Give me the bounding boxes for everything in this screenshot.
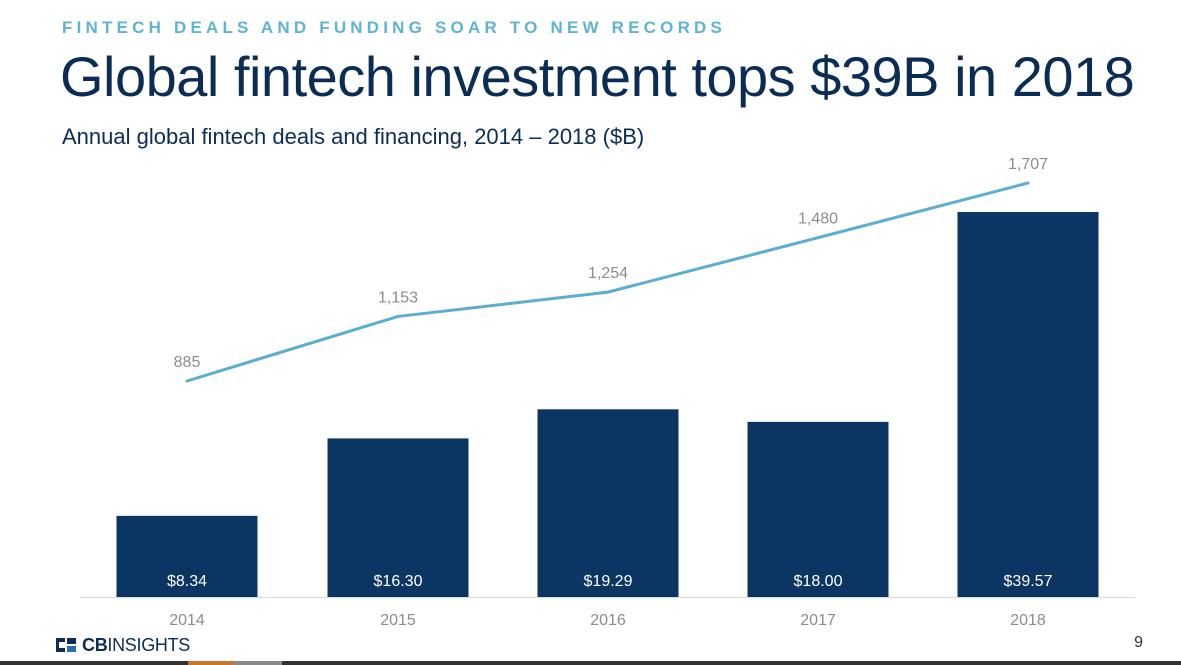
bar-2018	[957, 212, 1099, 597]
page-title: Global fintech investment tops $39B in 2…	[60, 45, 1135, 108]
chart-subtitle: Annual global fintech deals and financin…	[62, 124, 645, 149]
line-label-2018: 1,707	[1008, 156, 1048, 173]
bar-label-2017: $18.00	[794, 573, 843, 590]
bar-2017	[747, 421, 889, 597]
logo-wordmark-bold: CB	[82, 634, 108, 655]
line-label-2014: 885	[174, 354, 201, 371]
kicker-heading: FINTECH DEALS AND FUNDING SOAR TO NEW RE…	[62, 18, 727, 37]
bar-2016	[537, 409, 679, 597]
bar-label-2018: $39.57	[1004, 573, 1053, 590]
bottom-strip	[0, 661, 1181, 665]
x-tick-label-2015: 2015	[380, 612, 416, 629]
logo-wordmark: CBINSIGHTS	[82, 635, 190, 656]
cbinsights-logo-icon	[56, 638, 76, 652]
logo-wordmark-rest: INSIGHTS	[107, 634, 191, 655]
page-number: 9	[1134, 634, 1143, 651]
x-tick-label-2016: 2016	[590, 612, 626, 629]
bar-2015	[327, 438, 469, 597]
x-tick-label-2014: 2014	[169, 612, 205, 629]
line-label-2015: 1,153	[378, 289, 418, 306]
line-label-2016: 1,254	[588, 265, 628, 282]
bar-label-2014: $8.34	[167, 573, 207, 590]
line-label-2017: 1,480	[798, 211, 838, 228]
cbinsights-logo: CBINSIGHTS	[56, 634, 190, 656]
bottom-strip-accent-grey	[234, 661, 282, 665]
bar-label-2016: $19.29	[584, 573, 633, 590]
x-tick-label-2017: 2017	[800, 612, 836, 629]
bar-label-2015: $16.30	[374, 573, 423, 590]
bottom-strip-accent	[188, 661, 234, 665]
deal-count-line	[185, 181, 1030, 383]
x-tick-label-2018: 2018	[1010, 612, 1046, 629]
bar-2014	[116, 515, 258, 597]
